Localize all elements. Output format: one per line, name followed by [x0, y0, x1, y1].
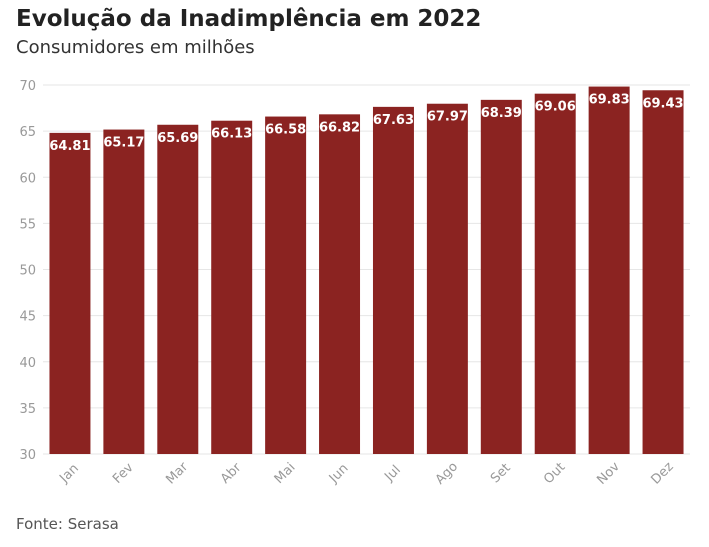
data-label: 67.97 [427, 110, 468, 125]
x-tick-label: Dez [648, 459, 676, 487]
data-label: 66.82 [319, 120, 360, 135]
data-label: 64.81 [49, 139, 90, 154]
x-tick-label: Mar [163, 459, 191, 487]
data-label: 65.17 [103, 136, 144, 151]
data-label: 69.43 [642, 96, 683, 111]
chart-subtitle: Consumidores em milhões [16, 37, 255, 58]
x-tick-label: Nov [594, 459, 623, 488]
data-label: 69.83 [589, 93, 630, 108]
bar-jan [49, 132, 91, 454]
y-tick-label: 35 [19, 402, 36, 417]
x-tick-label: Set [488, 461, 514, 487]
x-tick-label: Out [541, 460, 568, 487]
chart-title: Evolução da Inadimplência em 2022 [16, 6, 482, 32]
data-label: 68.39 [481, 106, 522, 121]
y-tick-label: 50 [19, 264, 36, 279]
bar-jun [319, 114, 361, 454]
data-label: 66.13 [211, 127, 252, 142]
x-tick-label: Jan [56, 461, 81, 486]
x-tick-label: Mai [272, 460, 299, 487]
bar-jul [372, 106, 414, 454]
x-tick-label: Abr [218, 460, 245, 487]
x-tick-label: Jul [381, 463, 403, 485]
y-tick-label: 55 [19, 217, 36, 232]
data-label: 69.06 [535, 100, 576, 115]
bar-mar [157, 124, 199, 454]
bar-set [480, 99, 522, 455]
bar-fev [103, 129, 145, 454]
y-tick-label: 45 [19, 310, 36, 325]
data-label: 67.63 [373, 113, 414, 128]
y-tick-label: 30 [19, 448, 36, 463]
data-label: 65.69 [157, 131, 198, 146]
x-tick-label: Ago [433, 459, 461, 487]
y-tick-label: 70 [19, 79, 36, 94]
x-tick-label: Jun [326, 461, 352, 487]
bar-abr [211, 120, 253, 455]
x-tick-label: Fev [110, 460, 137, 487]
bar-mai [265, 116, 307, 454]
data-label: 66.58 [265, 123, 306, 138]
source-note: Fonte: Serasa [16, 515, 119, 533]
bar-ago [426, 103, 468, 455]
bar-dez [642, 90, 684, 455]
bar-out [534, 93, 576, 454]
y-tick-label: 60 [19, 171, 36, 186]
y-tick-label: 40 [19, 356, 36, 371]
y-tick-label: 65 [19, 125, 36, 140]
bar-nov [588, 86, 630, 455]
